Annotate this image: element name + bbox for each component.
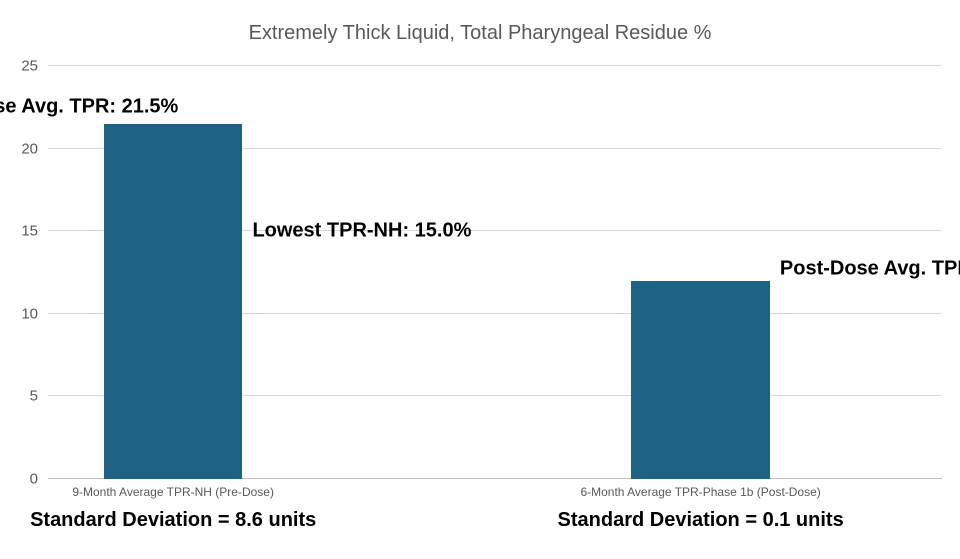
y-tick-label: 15 xyxy=(21,223,48,240)
y-tick-label: 20 xyxy=(21,140,48,157)
data-label: Pre-Dose Avg. TPR: 21.5% xyxy=(0,96,184,119)
y-tick-label: 25 xyxy=(21,58,48,75)
bar xyxy=(104,124,243,479)
data-label: Lowest TPR-NH: 15.0% xyxy=(242,220,471,243)
y-tick-label: 5 xyxy=(30,388,48,405)
y-tick-label: 10 xyxy=(21,305,48,322)
gridline xyxy=(48,65,942,66)
data-label: Post-Dose Avg. TPR: 12.0% xyxy=(770,258,960,281)
plot-area: 05101520259-Month Average TPR-NH (Pre-Do… xyxy=(48,66,942,479)
chart-title: Extremely Thick Liquid, Total Pharyngeal… xyxy=(0,22,960,45)
standard-deviation-label: Standard Deviation = 0.1 units xyxy=(558,479,844,532)
bar xyxy=(631,281,770,479)
standard-deviation-label: Standard Deviation = 8.6 units xyxy=(30,479,316,532)
chart-container: Extremely Thick Liquid, Total Pharyngeal… xyxy=(0,0,960,559)
